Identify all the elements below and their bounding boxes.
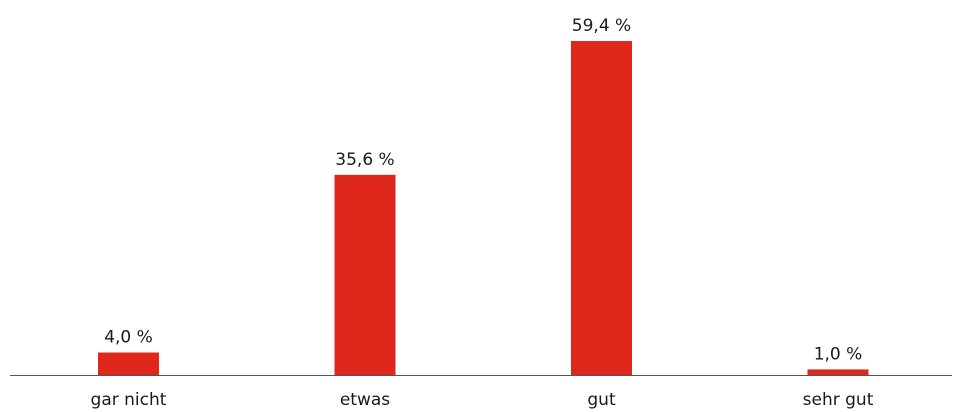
bars-group xyxy=(98,41,869,375)
value-label-sehr-gut: 1,0 % xyxy=(814,344,863,364)
x-tick-label-sehr-gut: sehr gut xyxy=(803,390,874,410)
value-label-gut: 59,4 % xyxy=(572,16,631,36)
bar-gar-nicht xyxy=(98,352,159,375)
x-tick-label-gar-nicht: gar nicht xyxy=(91,390,167,410)
x-tick-label-gut: gut xyxy=(587,390,616,410)
value-label-gar-nicht: 4,0 % xyxy=(104,328,153,348)
value-labels-group: 4,0 % 35,6 % 59,4 % 1,0 % xyxy=(104,16,862,364)
bar-etwas xyxy=(334,174,396,375)
x-tick-label-etwas: etwas xyxy=(340,390,390,410)
bar-gut xyxy=(571,41,632,375)
x-tick-labels-group: gar nicht etwas gut sehr gut xyxy=(91,390,874,410)
value-label-etwas: 35,6 % xyxy=(335,150,394,170)
bar-sehr-gut xyxy=(807,369,869,375)
